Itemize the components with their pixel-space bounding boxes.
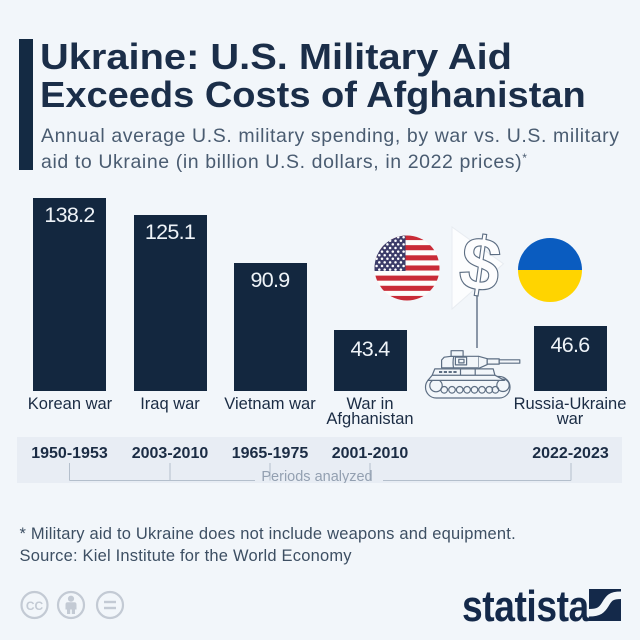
svg-text:CC: CC [26,599,44,613]
svg-text:$: $ [455,219,507,309]
svg-text:Periods analyzed: Periods analyzed [261,469,372,483]
